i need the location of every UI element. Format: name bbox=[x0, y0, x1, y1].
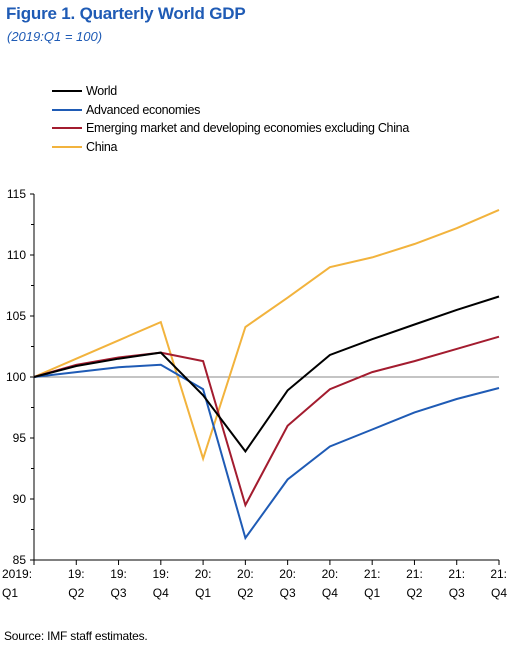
y-tick-label-115: 115 bbox=[7, 187, 26, 201]
x-tick-label-bottom-2: Q3 bbox=[111, 586, 127, 600]
series-line-china bbox=[33, 208, 500, 463]
x-tick-label-bottom-9: Q2 bbox=[406, 586, 422, 600]
x-tick-label-bottom-5: Q2 bbox=[237, 586, 253, 600]
chart-title: Figure 1. Quarterly World GDP bbox=[6, 4, 246, 23]
series-line-advanced-economies bbox=[33, 363, 500, 541]
x-tick-label-top-8: 21: bbox=[364, 567, 381, 581]
legend-label-world: World bbox=[86, 84, 117, 99]
legend-swatch-world bbox=[52, 90, 82, 93]
x-tick-label-top-10: 21: bbox=[448, 567, 465, 581]
chart-subtitle: (2019:Q1 = 100) bbox=[7, 29, 103, 44]
x-tick-label-bottom-7: Q4 bbox=[322, 586, 338, 600]
x-tick-label-top-5: 20: bbox=[237, 567, 254, 581]
x-tick-label-top-7: 20: bbox=[322, 567, 339, 581]
x-tick-label-bottom-6: Q3 bbox=[280, 586, 296, 600]
legend-swatch-advanced bbox=[52, 108, 82, 111]
x-tick-label-top-11: 21: bbox=[490, 567, 507, 581]
legend-label-emde: Emerging market and developing economies… bbox=[86, 121, 409, 136]
series-line-world bbox=[33, 295, 500, 454]
x-tick-label-bottom-8: Q1 bbox=[364, 586, 380, 600]
y-tick-label-90: 90 bbox=[13, 492, 27, 506]
y-tick-label-110: 110 bbox=[7, 248, 26, 262]
x-tick-label-bottom-10: Q3 bbox=[449, 586, 465, 600]
x-tick-label-top-6: 20: bbox=[279, 567, 296, 581]
legend-item-advanced: Advanced economies bbox=[52, 101, 409, 120]
x-tick-label-top-0: 2019: bbox=[2, 567, 32, 581]
legend-label-advanced: Advanced economies bbox=[86, 102, 201, 117]
x-tick-label-top-2: 19: bbox=[110, 567, 127, 581]
y-tick-label-100: 100 bbox=[6, 370, 26, 384]
x-tick-label-bottom-11: Q4 bbox=[491, 586, 507, 600]
y-tick-label-95: 95 bbox=[13, 431, 27, 445]
x-tick-label-top-4: 20: bbox=[195, 567, 212, 581]
x-tick-label-top-1: 19: bbox=[68, 567, 85, 581]
x-tick-label-bottom-4: Q1 bbox=[195, 586, 211, 600]
x-tick-label-top-9: 21: bbox=[406, 567, 423, 581]
x-tick-label-bottom-1: Q2 bbox=[68, 586, 84, 600]
x-tick-label-top-3: 19: bbox=[152, 567, 169, 581]
legend-item-emde: Emerging market and developing economies… bbox=[52, 119, 409, 138]
x-tick-label-bottom-3: Q4 bbox=[153, 586, 169, 600]
x-tick-label-bottom-0: Q1 bbox=[2, 586, 18, 600]
legend-item-china: China bbox=[52, 138, 409, 157]
y-tick-label-105: 105 bbox=[6, 309, 26, 323]
y-tick-label-85: 85 bbox=[13, 553, 27, 567]
source-note: Source: IMF staff estimates. bbox=[4, 629, 148, 643]
legend-label-china: China bbox=[86, 139, 118, 154]
legend: World Advanced economies Emerging market… bbox=[52, 82, 409, 156]
legend-item-world: World bbox=[52, 82, 409, 101]
legend-swatch-china bbox=[52, 145, 82, 148]
legend-swatch-emde bbox=[52, 127, 82, 130]
series-line-emerging-market-and-developing-economies-excluding-china bbox=[33, 335, 500, 508]
